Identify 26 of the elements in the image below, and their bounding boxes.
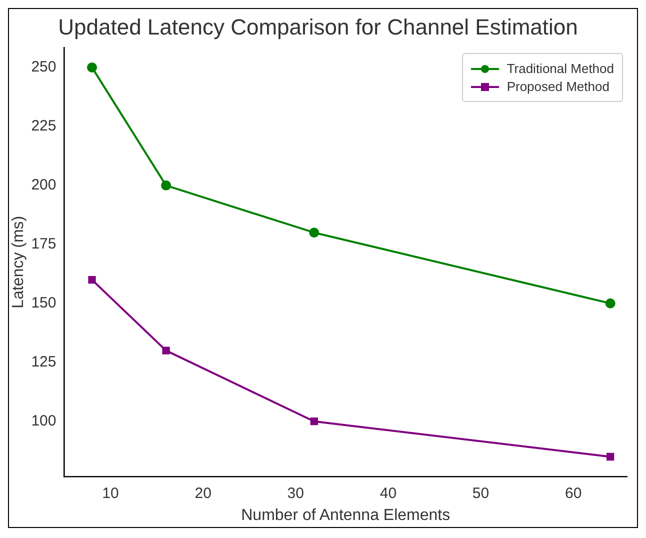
- x-tick-label: 40: [380, 484, 397, 502]
- y-tick-label: 125: [31, 354, 56, 371]
- point: [161, 180, 172, 190]
- y-tick-label: 100: [31, 412, 56, 430]
- x-axis-title: Number of Antenna Elements: [241, 506, 450, 524]
- x-tick-label: 50: [472, 484, 490, 502]
- point: [606, 452, 614, 461]
- point: [605, 298, 616, 308]
- y-tick-label: 150: [31, 294, 56, 312]
- point: [309, 228, 320, 238]
- point: [88, 276, 96, 284]
- legend-label: Proposed Method: [506, 79, 610, 94]
- point: [310, 418, 318, 426]
- chart-title: Updated Latency Comparison for Channel Estimation: [58, 14, 578, 40]
- y-axis-title: Latency (ms): [10, 216, 28, 308]
- y-tick-label: 225: [31, 118, 56, 135]
- x-tick-label: 60: [564, 484, 582, 502]
- x-tick-label: 30: [287, 484, 304, 502]
- y-tick-label: 200: [31, 176, 56, 194]
- y-tick-label: 175: [31, 236, 56, 253]
- legend-label: Traditional Method: [506, 61, 614, 76]
- y-tick-label: 250: [31, 58, 56, 76]
- point: [86, 62, 97, 72]
- x-tick-label: 10: [102, 484, 119, 502]
- x-tick-label: 20: [194, 484, 212, 502]
- point: [162, 346, 170, 354]
